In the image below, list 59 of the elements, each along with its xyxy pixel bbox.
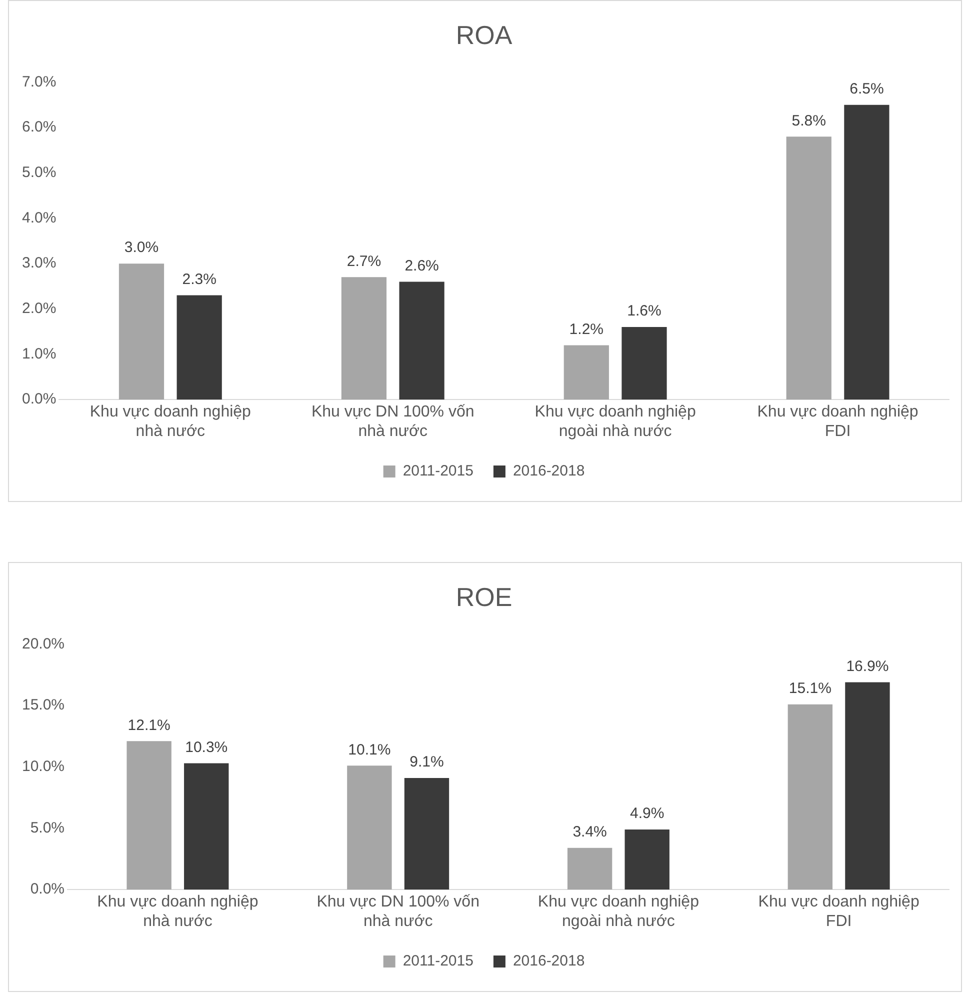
data-label: 3.4% [572, 824, 607, 841]
data-label: 10.1% [348, 741, 391, 758]
bar [341, 277, 387, 400]
bar [564, 345, 609, 400]
data-label: 1.6% [627, 302, 662, 320]
x-tick-label: Khu vực doanh nghiệp FDI [757, 404, 918, 440]
y-tick-label: 1.0% [22, 345, 56, 362]
y-tick-label: 0.0% [22, 390, 56, 408]
data-label: 2.6% [404, 257, 439, 274]
x-tick-label: Khu vực doanh nghiệp ngoài nhà nước [534, 404, 696, 440]
bar [786, 136, 832, 400]
bar [118, 264, 164, 400]
y-tick-label: 3.0% [22, 254, 56, 272]
bar [624, 829, 670, 890]
data-label: 10.3% [185, 738, 228, 756]
y-tick-label: 5.0% [22, 164, 56, 182]
data-label: 2.7% [346, 252, 382, 270]
chart-title: ROA [456, 20, 513, 50]
y-tick-label: 15.0% [22, 696, 65, 714]
y-tick-label: 20.0% [22, 635, 65, 652]
data-label: 2.3% [182, 270, 216, 288]
chart-title: ROE [456, 582, 512, 612]
bar [845, 682, 890, 890]
data-label: 5.8% [792, 112, 826, 130]
data-label: 6.5% [850, 80, 884, 98]
bar [184, 763, 229, 890]
legend-label: 2016-2018 [512, 462, 585, 480]
x-tick-label: Khu vực doanh nghiệp nhà nước [97, 894, 258, 930]
bar [404, 778, 450, 890]
data-label: 12.1% [128, 716, 170, 734]
y-tick-label: 0.0% [30, 880, 65, 898]
y-tick-label: 5.0% [30, 819, 65, 836]
bar [788, 704, 833, 890]
x-tick-label: Khu vực doanh nghiệp FDI [758, 894, 920, 930]
data-label: 9.1% [410, 754, 444, 771]
y-tick-label: 4.0% [22, 209, 56, 226]
data-label: 4.9% [630, 805, 664, 822]
data-label: 15.1% [788, 680, 832, 697]
data-label: 16.9% [846, 658, 889, 675]
bar [844, 104, 890, 400]
y-tick-label: 7.0% [22, 73, 56, 90]
y-tick-label: 6.0% [22, 118, 56, 136]
bar [176, 295, 222, 400]
legend-label: 2016-2018 [512, 952, 585, 970]
bar [399, 282, 444, 400]
legend-label: 2011-2015 [402, 462, 474, 480]
x-tick-label: Khu vực DN 100% vốn nhà nước [311, 404, 474, 440]
legend-label: 2011-2015 [402, 952, 474, 970]
x-tick-label: Khu vực DN 100% vốn nhà nước [316, 894, 480, 930]
x-tick-label: Khu vực doanh nghiệp ngoài nhà nước [538, 894, 700, 930]
y-tick-label: 10.0% [22, 758, 65, 776]
bar [126, 741, 172, 890]
bar [567, 848, 612, 890]
bar [347, 766, 392, 890]
x-tick-label: Khu vực doanh nghiệp nhà nước [90, 404, 252, 440]
data-label: 1.2% [569, 320, 604, 338]
data-label: 3.0% [124, 239, 159, 256]
y-tick-label: 2.0% [22, 300, 56, 318]
bar [622, 327, 667, 400]
